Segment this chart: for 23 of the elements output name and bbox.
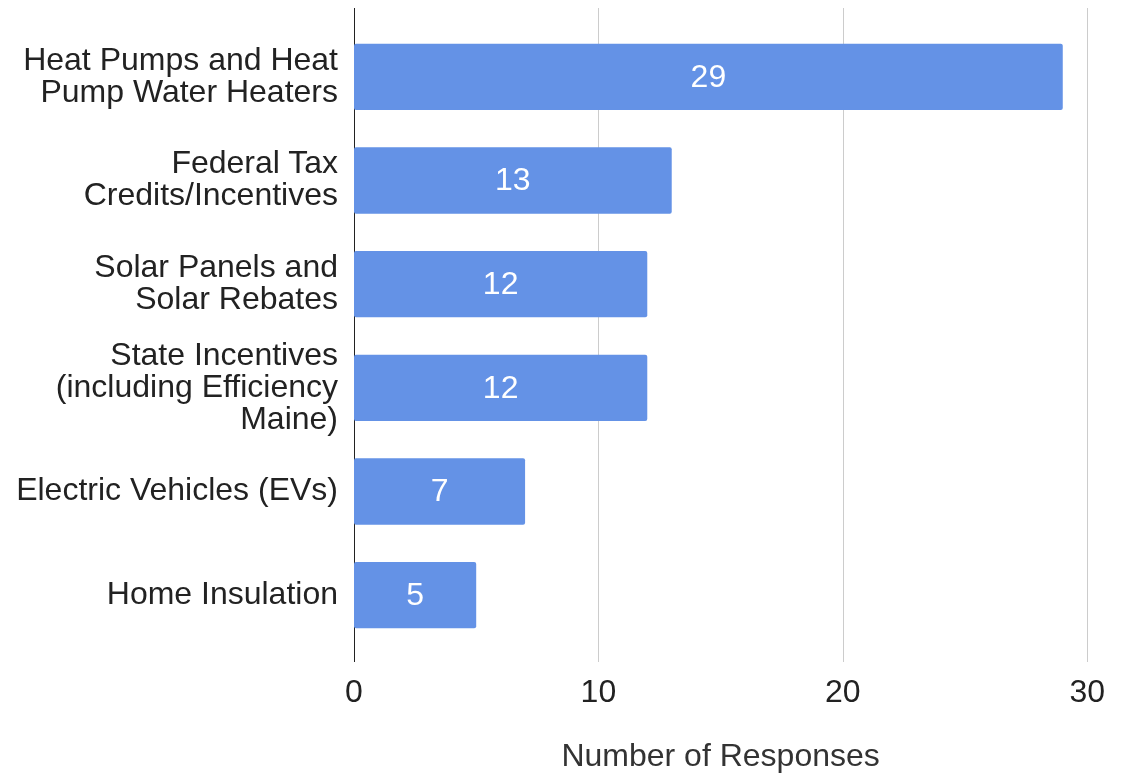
y-tick-label: Federal Tax Credits/Incentives [83, 144, 338, 213]
data-label: 13 [495, 161, 531, 198]
y-tick-label: Home Insulation [106, 574, 338, 611]
x-tick-label: 10 [580, 673, 617, 710]
x-tick-label: 0 [345, 673, 363, 710]
data-label: 12 [482, 264, 519, 301]
data-label: 12 [482, 368, 519, 405]
bar [354, 43, 1063, 111]
data-label: 7 [430, 472, 449, 509]
y-tick-label: Electric Vehicles (EVs) [16, 471, 338, 508]
x-tick-label: 30 [1069, 673, 1105, 710]
y-tick-label: Heat Pumps and Heat Pump Water Heaters [23, 40, 339, 109]
bar [354, 354, 648, 422]
bar [354, 147, 672, 214]
data-label: 5 [406, 575, 424, 612]
bar [354, 561, 477, 629]
y-tick-label: Solar Panels and Solar Rebates [94, 247, 338, 316]
x-axis-title: Number of Responses [561, 736, 880, 773]
data-label: 29 [690, 57, 727, 94]
y-tick-label: State Incentives (including Efficiency Maine) [55, 335, 338, 436]
x-tick-label: 20 [825, 673, 861, 710]
bar [354, 458, 526, 525]
bar [354, 250, 648, 318]
